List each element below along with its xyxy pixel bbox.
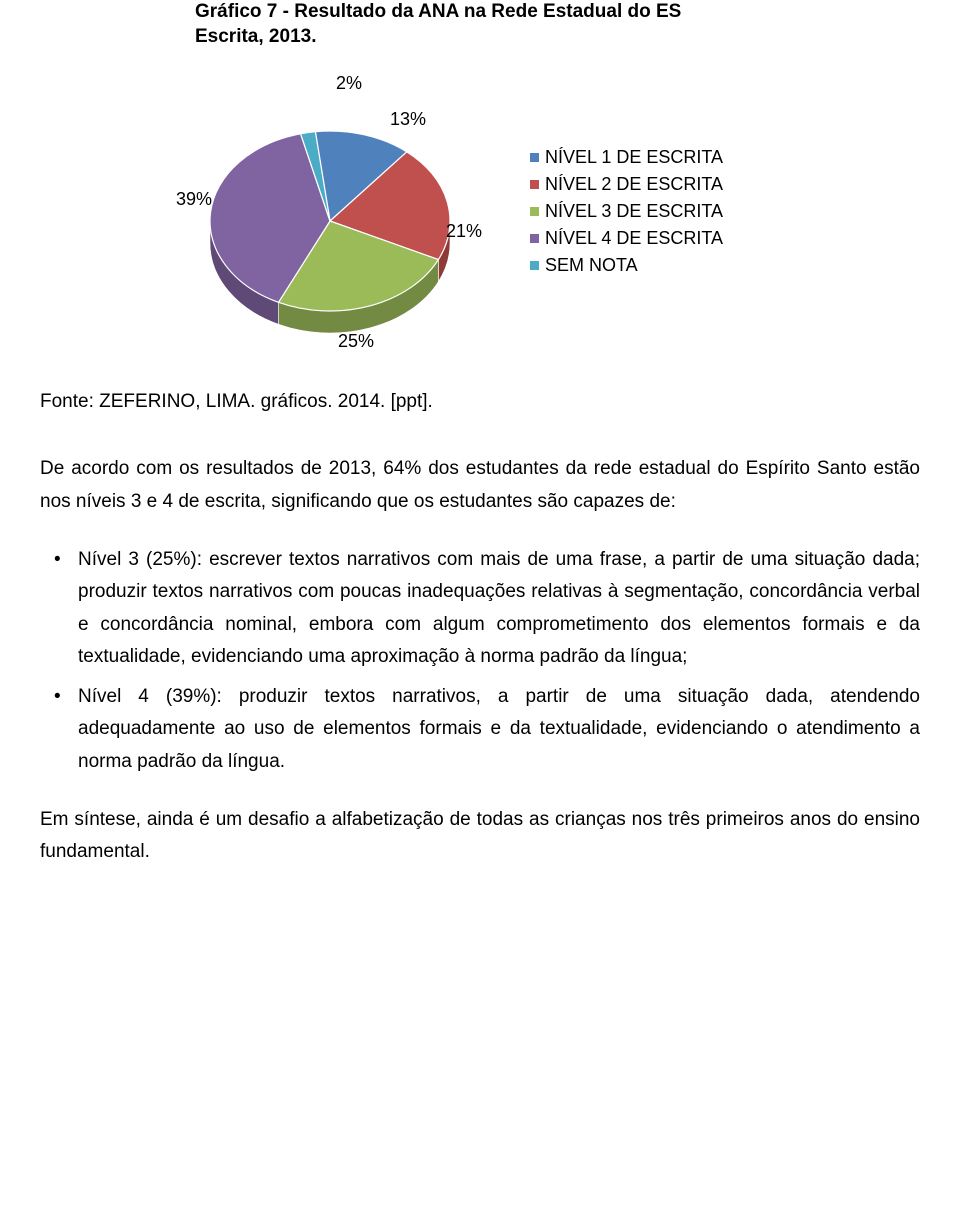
pie-svg <box>160 61 500 361</box>
legend-item: SEM NOTA <box>530 255 723 276</box>
chart-title: Gráfico 7 - Resultado da ANA na Rede Est… <box>40 0 920 49</box>
legend-label: NÍVEL 3 DE ESCRITA <box>545 201 723 222</box>
pie-data-label: 13% <box>390 109 426 130</box>
legend-marker <box>530 180 539 189</box>
legend-item: NÍVEL 2 DE ESCRITA <box>530 174 723 195</box>
bullet-list: Nível 3 (25%): escrever textos narrativo… <box>40 544 920 778</box>
legend-label: SEM NOTA <box>545 255 638 276</box>
chart-legend: NÍVEL 1 DE ESCRITA NÍVEL 2 DE ESCRITA NÍVE… <box>530 141 723 282</box>
legend-marker <box>530 207 539 216</box>
closing-paragraph: Em síntese, ainda é um desafio a alfabet… <box>40 804 920 869</box>
source-line: Fonte: ZEFERINO, LIMA. gráficos. 2014. [… <box>40 391 920 413</box>
pie-chart: 13% 21% 25% 39% 2% <box>160 61 500 361</box>
legend-label: NÍVEL 2 DE ESCRITA <box>545 174 723 195</box>
pie-data-label: 39% <box>176 189 212 210</box>
intro-paragraph: De acordo com os resultados de 2013, 64%… <box>40 453 920 518</box>
legend-item: NÍVEL 1 DE ESCRITA <box>530 147 723 168</box>
legend-marker <box>530 153 539 162</box>
pie-data-label: 21% <box>446 221 482 242</box>
pie-data-label: 25% <box>338 331 374 352</box>
list-item: Nível 4 (39%): produzir textos narrativo… <box>78 681 920 778</box>
list-item: Nível 3 (25%): escrever textos narrativo… <box>78 544 920 673</box>
legend-item: NÍVEL 4 DE ESCRITA <box>530 228 723 249</box>
pie-data-label: 2% <box>336 73 362 94</box>
legend-label: NÍVEL 1 DE ESCRITA <box>545 147 723 168</box>
legend-marker <box>530 234 539 243</box>
chart-row: 13% 21% 25% 39% 2% NÍVEL 1 DE ESCRITA NÍVEL 2… <box>40 61 920 361</box>
legend-marker <box>530 261 539 270</box>
legend-label: NÍVEL 4 DE ESCRITA <box>545 228 723 249</box>
chart-title-line2: Escrita, 2013. <box>195 26 316 47</box>
chart-title-line1: Gráfico 7 - Resultado da ANA na Rede Est… <box>195 1 681 22</box>
legend-item: NÍVEL 3 DE ESCRITA <box>530 201 723 222</box>
